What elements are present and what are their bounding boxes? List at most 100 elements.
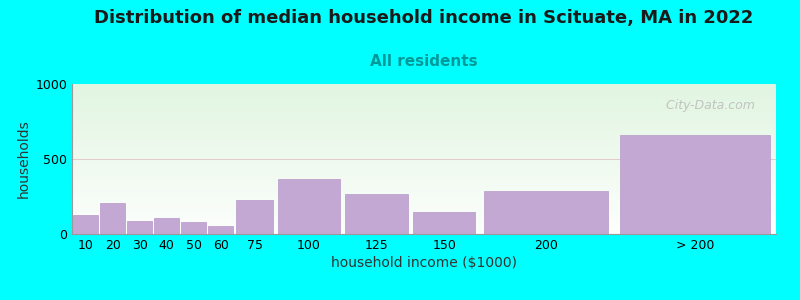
Bar <box>72 210 776 211</box>
Bar <box>278 178 340 234</box>
Bar <box>72 85 776 86</box>
Bar <box>72 185 776 186</box>
Bar <box>72 153 776 154</box>
Bar <box>72 207 776 208</box>
Bar <box>72 100 776 101</box>
Bar <box>72 175 776 176</box>
Bar <box>72 188 776 189</box>
Bar <box>72 151 776 152</box>
Bar <box>72 104 776 105</box>
Bar <box>72 173 776 174</box>
Bar <box>72 120 776 121</box>
Bar <box>72 202 776 203</box>
Bar <box>72 139 776 140</box>
Bar <box>72 184 776 185</box>
Bar <box>72 142 776 143</box>
Bar <box>72 162 776 163</box>
Bar <box>72 141 776 142</box>
Text: City-Data.com: City-Data.com <box>658 99 755 112</box>
Bar <box>72 172 776 173</box>
Bar <box>72 157 776 158</box>
Bar <box>209 226 234 234</box>
Bar <box>72 169 776 170</box>
Bar <box>72 87 776 88</box>
Bar <box>72 100 776 101</box>
Bar <box>72 229 776 230</box>
Bar <box>72 110 776 111</box>
Bar <box>72 149 776 150</box>
Bar <box>72 225 776 226</box>
Bar <box>72 88 776 89</box>
Bar <box>72 197 776 198</box>
Bar <box>72 138 776 139</box>
Bar <box>72 169 776 170</box>
Bar <box>72 91 776 92</box>
Bar <box>72 85 776 86</box>
Bar <box>72 178 776 179</box>
Bar <box>72 111 776 112</box>
Bar <box>72 203 776 204</box>
Bar <box>72 221 776 222</box>
Bar <box>72 166 776 167</box>
Bar <box>72 164 776 165</box>
Bar <box>72 217 776 218</box>
Y-axis label: households: households <box>17 120 31 198</box>
Bar <box>72 86 776 87</box>
Bar <box>72 177 776 178</box>
Bar <box>72 130 776 131</box>
Bar <box>72 233 776 234</box>
Bar <box>72 181 776 182</box>
Bar <box>72 211 776 212</box>
Bar <box>72 220 776 221</box>
Bar <box>413 212 475 234</box>
Bar <box>72 122 776 123</box>
Bar <box>72 190 776 191</box>
Bar <box>72 109 776 110</box>
Bar <box>72 125 776 126</box>
Bar <box>72 116 776 117</box>
Bar <box>72 160 776 161</box>
Bar <box>72 108 776 109</box>
Bar <box>72 144 776 145</box>
Bar <box>72 132 776 133</box>
Bar <box>100 202 125 234</box>
Bar <box>72 232 776 233</box>
Bar <box>72 143 776 144</box>
Bar <box>72 195 776 196</box>
Bar <box>72 152 776 153</box>
Bar <box>72 219 776 220</box>
Bar <box>72 115 776 116</box>
Bar <box>72 204 776 205</box>
Bar <box>72 215 776 216</box>
Bar <box>72 174 776 175</box>
Bar <box>72 180 776 181</box>
Bar <box>72 135 776 136</box>
Bar <box>72 129 776 130</box>
Bar <box>72 216 776 217</box>
Bar <box>72 228 776 229</box>
Bar <box>72 218 776 219</box>
Bar <box>72 98 776 99</box>
Bar <box>72 113 776 114</box>
Bar <box>72 105 776 106</box>
Bar <box>72 222 776 223</box>
X-axis label: household income ($1000): household income ($1000) <box>331 256 517 270</box>
Bar <box>72 94 776 95</box>
Bar <box>72 212 776 213</box>
Bar <box>72 84 776 85</box>
Bar <box>72 159 776 160</box>
Bar <box>72 127 776 128</box>
Bar <box>72 124 776 125</box>
Bar <box>72 121 776 122</box>
Bar <box>72 97 776 98</box>
Bar <box>72 170 776 171</box>
Bar <box>72 214 776 215</box>
Bar <box>72 148 776 149</box>
Bar <box>73 214 98 234</box>
Bar <box>72 193 776 194</box>
Text: All residents: All residents <box>370 54 478 69</box>
Bar <box>72 227 776 228</box>
Bar <box>483 191 608 234</box>
Bar <box>72 158 776 159</box>
Bar <box>127 220 152 234</box>
